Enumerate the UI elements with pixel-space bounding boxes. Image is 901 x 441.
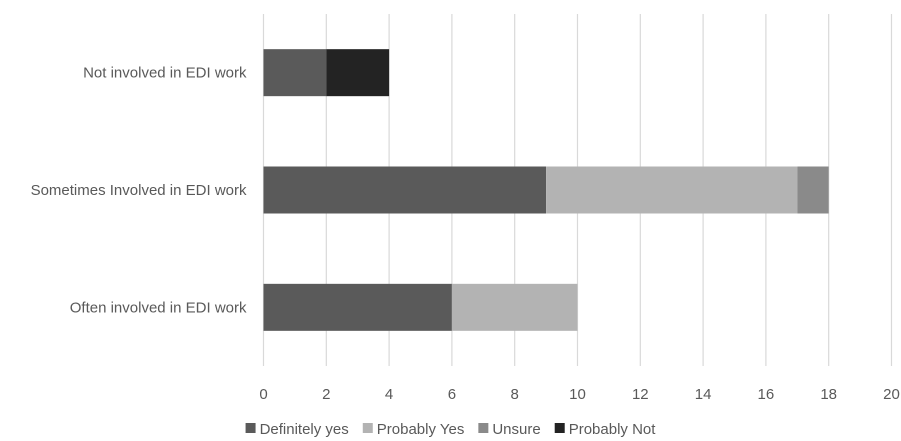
bar-2-1 (797, 166, 829, 214)
category-label: Often involved in EDI work (70, 299, 247, 316)
tick-label-14: 14 (695, 386, 712, 403)
category-labels: Often involved in EDI work Sometimes Invo… (31, 65, 247, 317)
bar-1-0 (451, 283, 578, 331)
tick-label-18: 18 (820, 386, 837, 403)
tick-label-4: 4 (385, 386, 393, 403)
legend-swatch-1 (362, 423, 373, 433)
x-axis-tick-labels: 0 2 4 6 8 10 12 14 16 18 20 (259, 386, 900, 403)
legend-label-2: Unsure (492, 421, 540, 438)
legend-label-0: Definitely yes (260, 421, 349, 438)
category-label: Not involved in EDI work (83, 65, 247, 82)
legend-label-1: Probably Yes (377, 421, 465, 438)
bar-1-1 (546, 166, 798, 214)
bar-0-2 (263, 49, 327, 97)
bar-0-1 (263, 166, 547, 214)
legend-swatch-3 (554, 423, 565, 433)
bar-0-0 (263, 283, 452, 331)
category-label: Sometimes Involved in EDI work (31, 182, 247, 199)
tick-label-6: 6 (448, 386, 456, 403)
legend-swatch-2 (478, 423, 489, 433)
tick-label-20: 20 (883, 386, 900, 403)
tick-label-2: 2 (322, 386, 330, 403)
tick-label-12: 12 (632, 386, 649, 403)
tick-label-16: 16 (758, 386, 775, 403)
tick-label-8: 8 (511, 386, 519, 403)
legend-label-3: Probably Not (569, 421, 657, 438)
legend-swatch-0 (245, 423, 256, 433)
bar-3-2 (326, 49, 390, 97)
tick-label-10: 10 (569, 386, 586, 403)
tick-label-0: 0 (259, 386, 267, 403)
legend: Definitely yes Probably Yes Unsure Probably… (245, 421, 657, 438)
bars (263, 49, 829, 331)
